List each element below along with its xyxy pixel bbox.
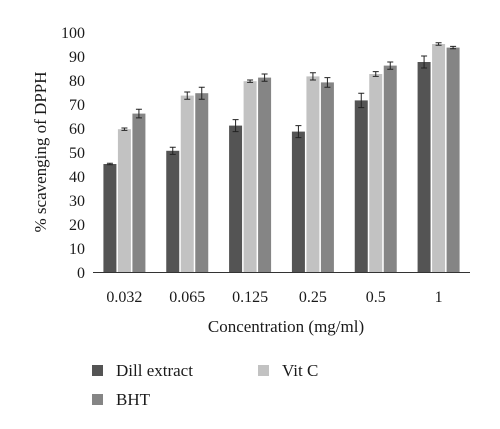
y-axis-ticks: 0 10 20 30 40 50 60 70 80 90 100 [61, 25, 85, 282]
error-bar [169, 146, 176, 155]
error-bar [261, 73, 268, 82]
legend-swatch [92, 365, 103, 376]
x-tick-label: 0.25 [299, 289, 327, 306]
bar-bht-0.032 [132, 113, 146, 272]
y-tick-label: 20 [69, 217, 85, 234]
x-tick-label: 0.032 [106, 289, 142, 306]
bar-bht-0.5 [383, 65, 397, 272]
legend-label: BHT [116, 390, 151, 409]
y-tick-label: 60 [69, 121, 85, 138]
legend-label: Dill extract [116, 361, 193, 380]
bar-vit-c-0.125 [243, 81, 257, 272]
error-bar [435, 42, 442, 46]
error-bar [324, 77, 331, 88]
legend-swatch [258, 365, 269, 376]
y-tick-label: 0 [77, 265, 85, 282]
bar-dill-extract-0.065 [166, 150, 180, 272]
error-bar [295, 125, 302, 139]
legend-swatch [92, 394, 103, 405]
x-tick-label: 0.5 [366, 289, 386, 306]
x-tick-label: 0.065 [169, 289, 205, 306]
bar-dill-extract-1 [417, 62, 431, 272]
bar-vit-c-0.25 [306, 76, 320, 273]
bar-dill-extract-0.5 [354, 100, 368, 273]
error-bar [421, 55, 428, 69]
y-tick-label: 10 [69, 241, 85, 258]
bar-vit-c-0.5 [369, 74, 383, 272]
error-bar [198, 86, 205, 100]
error-bar [309, 72, 316, 81]
y-tick-label: 50 [69, 145, 85, 162]
y-tick-label: 100 [61, 25, 85, 42]
x-tick-label: 0.125 [232, 289, 268, 306]
y-tick-label: 90 [69, 49, 85, 66]
bar-dill-extract-0.125 [229, 125, 243, 272]
bar-dill-extract-0.032 [103, 164, 117, 272]
y-axis-title: % scavenging of DPPH [31, 71, 50, 232]
bar-bht-1 [446, 47, 460, 272]
error-bar [135, 108, 142, 119]
y-tick-label: 80 [69, 73, 85, 90]
error-bar [184, 91, 191, 100]
error-bar [387, 61, 394, 70]
y-tick-label: 40 [69, 169, 85, 186]
error-bar [450, 45, 457, 50]
bar-bht-0.25 [320, 82, 334, 273]
bar-vit-c-0.032 [117, 129, 131, 272]
bar-vit-c-0.065 [180, 95, 194, 272]
bar-bht-0.065 [195, 93, 209, 272]
error-bar [121, 127, 128, 131]
bar-dill-extract-0.25 [291, 131, 305, 272]
error-bar [358, 92, 365, 109]
bar-vit-c-1 [432, 44, 446, 272]
bars [103, 42, 460, 273]
bar-bht-0.125 [258, 77, 272, 272]
x-axis-title: Concentration (mg/ml) [208, 317, 364, 336]
legend-label: Vit C [282, 361, 318, 380]
y-tick-label: 30 [69, 193, 85, 210]
error-bar [247, 79, 254, 83]
y-tick-label: 70 [69, 97, 85, 114]
error-bar [232, 119, 239, 133]
legend: Dill extract Vit C BHT [92, 361, 318, 409]
error-bar [106, 162, 113, 166]
x-tick-label: 1 [435, 289, 443, 306]
error-bar [372, 71, 379, 77]
x-axis-ticks: 0.032 0.065 0.125 0.25 0.5 1 [106, 289, 442, 306]
